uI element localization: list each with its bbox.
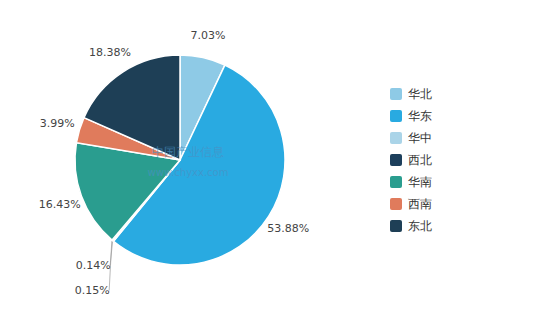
data-label: 53.88% [267,222,309,235]
legend-swatch [390,154,402,166]
legend-label: 华中 [408,131,432,145]
slices [75,55,285,265]
legend-swatch [390,110,402,122]
legend-label: 西南 [408,197,432,211]
legend-label: 西北 [408,153,432,167]
legend-label: 华东 [408,109,432,123]
data-label: 18.38% [89,46,131,59]
annotation: 中国产业信息 [152,145,224,159]
data-label: 0.15% [75,284,110,297]
legend-swatch [390,220,402,232]
data-label: 16.43% [39,198,81,211]
legend-swatch [390,88,402,100]
data-label: 0.14% [76,259,111,272]
legend-label: 东北 [408,219,432,233]
legend-swatch [390,132,402,144]
annotations: 中国产业信息 www.chyxx.com [148,145,229,178]
legend: 华北华东华中西北华南西南东北 [390,87,432,233]
legend-label: 华南 [408,175,432,189]
legend-label: 华北 [408,87,432,101]
legend-swatch [390,176,402,188]
annotation: www.chyxx.com [148,167,229,178]
data-label: 3.99% [40,117,75,130]
data-label: 7.03% [191,29,226,42]
legend-swatch [390,198,402,210]
chart: 7.03% 53.88% 0.14% 0.15% 16.43% 3.99% 18.38% 中国… [0,0,551,330]
data-labels: 7.03% 53.88% 0.14% 0.15% 16.43% 3.99% 18.38% [39,29,310,297]
